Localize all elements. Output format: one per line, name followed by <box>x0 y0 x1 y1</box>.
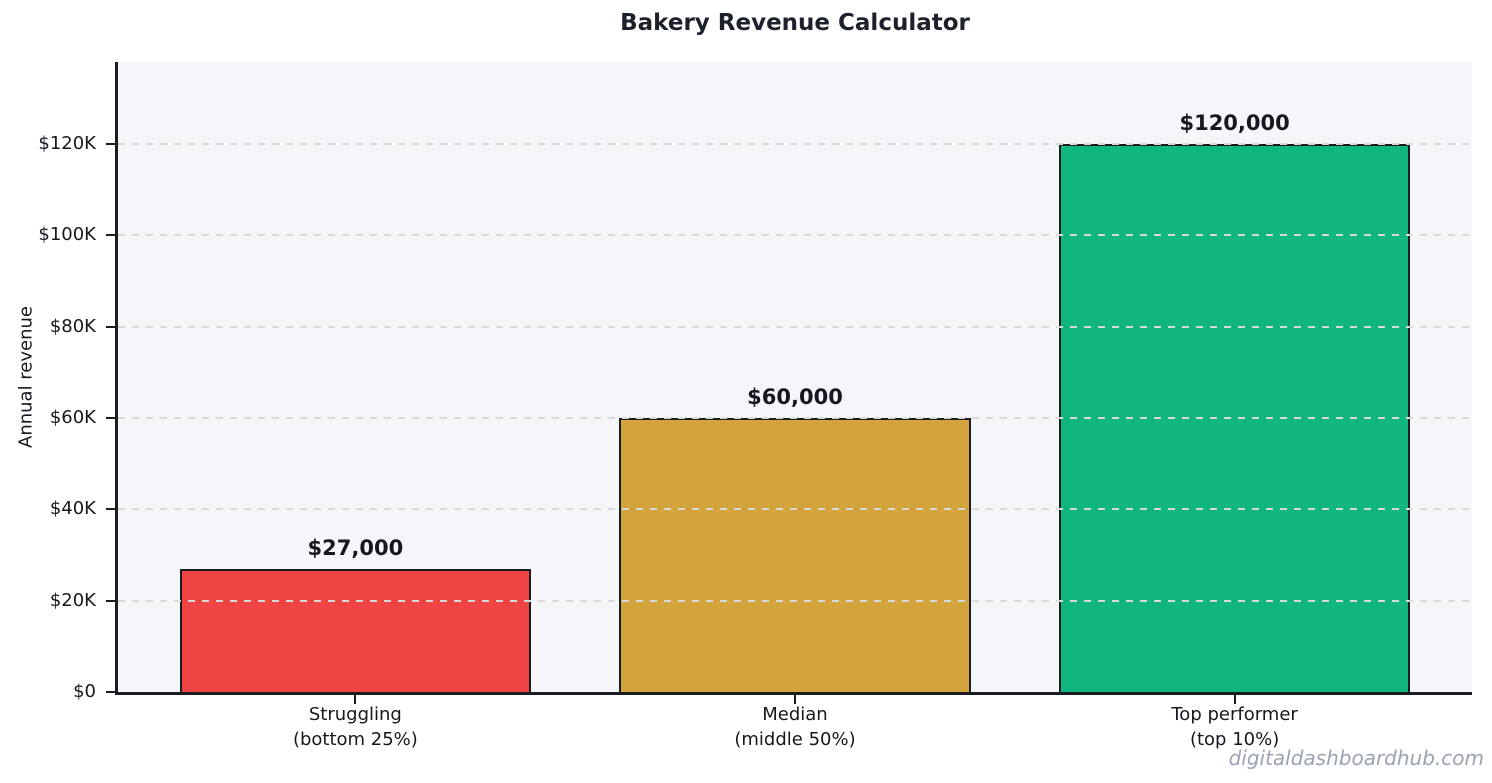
ytick-mark <box>106 143 115 146</box>
xtick-mark <box>354 695 357 704</box>
xtick-label-line: Struggling <box>308 704 402 725</box>
ytick-label: $60K <box>49 407 96 429</box>
xtick-label-line: Top performer <box>1171 704 1298 725</box>
ytick-label: $20K <box>49 589 96 611</box>
xtick-label: Struggling (bottom 25%) <box>185 702 525 752</box>
ytick-mark <box>106 234 115 237</box>
x-axis-spine <box>115 692 1472 695</box>
ytick-label: $0 <box>73 681 96 702</box>
xtick-mark <box>794 695 796 704</box>
y-axis-spine <box>115 62 118 695</box>
xtick-mark <box>1233 695 1236 704</box>
ytick-label: $120K <box>38 133 96 155</box>
ytick-label: $40K <box>49 498 96 520</box>
ytick-mark <box>106 599 115 602</box>
chart-title: Bakery Revenue Calculator <box>620 10 970 36</box>
watermark: digitaldashboardhub.com <box>1228 746 1484 770</box>
ytick-mark <box>106 325 115 328</box>
ytick-label: $80K <box>49 315 96 337</box>
xtick-label: Top performer (top 10%) <box>1065 702 1405 752</box>
y-axis-title: Annual revenue <box>15 306 37 448</box>
plot-area <box>118 62 1472 692</box>
ytick-label: $100K <box>38 224 96 246</box>
xtick-label-line: Median <box>762 704 828 725</box>
xtick-label-line: (middle 50%) <box>734 729 856 750</box>
ytick-mark <box>106 691 115 693</box>
xtick-label: Median (middle 50%) <box>625 702 965 752</box>
ytick-mark <box>106 417 115 420</box>
ytick-mark <box>106 508 115 511</box>
xtick-label-line: (bottom 25%) <box>292 729 418 750</box>
